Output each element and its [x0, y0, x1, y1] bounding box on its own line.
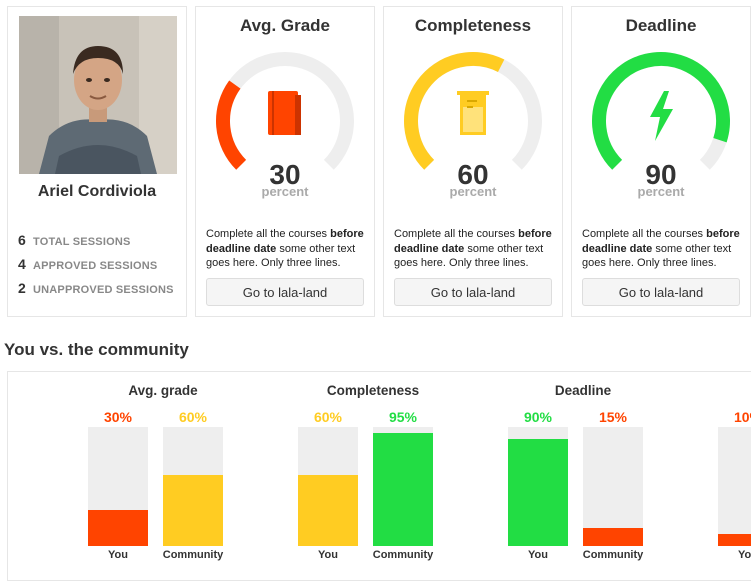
- bar-fill: [583, 528, 643, 546]
- gauge-title: Avg. Grade: [239, 16, 331, 35]
- comparison-group-title: Avg. grade: [128, 383, 198, 398]
- bar-track: [373, 427, 433, 546]
- stat-label: APPROVED SESSIONS: [33, 260, 158, 272]
- go-button[interactable]: Go to lala-land: [582, 278, 740, 306]
- gauge-ring: [404, 52, 542, 170]
- comparison-bar: 60% Community: [163, 372, 224, 580]
- bar-label: You: [318, 549, 338, 561]
- stat-count: 6: [18, 232, 26, 248]
- comparison-group: Avg. grade 30% You 60% Community: [88, 372, 238, 580]
- bar-track: [298, 427, 358, 546]
- bar-percent-label: 10%: [733, 409, 751, 425]
- gauge-value: 90: [645, 159, 677, 190]
- bar-track: [583, 427, 643, 546]
- bar-track: [508, 427, 568, 546]
- profile-card: Ariel Cordiviola 6 TOTAL SESSIONS 4 APPR…: [7, 6, 187, 317]
- gauge-ring: [216, 52, 354, 170]
- gauge-description: Complete all the courses before deadline…: [206, 227, 366, 271]
- bar-percent-label: 90%: [523, 409, 553, 425]
- bar-label: You: [738, 549, 751, 561]
- gauge-value: 30: [269, 159, 301, 190]
- desc-text: Complete all the courses: [394, 228, 519, 240]
- gauge-card-avg-grade: Avg. Grade 30 percent Complete all the c…: [195, 6, 375, 317]
- bar-fill: [88, 510, 148, 546]
- go-button[interactable]: Go to lala-land: [206, 278, 364, 306]
- desc-text: Complete all the courses: [206, 228, 331, 240]
- gauge-unit: percent: [637, 184, 685, 199]
- profile-name: Ariel Cordiviola: [37, 183, 157, 200]
- bar-fill: [163, 474, 223, 546]
- profile-photo: [19, 16, 177, 174]
- gauge-description: Complete all the courses before deadline…: [582, 227, 742, 271]
- desc-emphasis: before deadline date: [206, 228, 364, 255]
- gauge-fill: [592, 52, 730, 170]
- section-title: You vs. the community: [4, 340, 189, 359]
- gauge-title: Deadline: [625, 16, 697, 35]
- bar-label: Community: [162, 549, 224, 561]
- bar-fill: [373, 432, 433, 546]
- stat-label: TOTAL SESSIONS: [33, 236, 131, 248]
- stat-approved-sessions: 4 APPROVED SESSIONS: [18, 256, 157, 276]
- stat-count: 2: [18, 280, 26, 296]
- comparison-bar: 30% You: [88, 372, 148, 580]
- comparison-bar: 60% You: [298, 372, 358, 580]
- stat-unapproved-sessions: 2 UNAPPROVED SESSIONS: [18, 280, 174, 300]
- comparison-bar: 95% Community: [373, 372, 434, 580]
- bar-percent-label: 15%: [598, 409, 628, 425]
- comparison-group: Deadline 90% You 15% Community: [508, 372, 658, 580]
- desc-text: Complete all the courses: [582, 228, 707, 240]
- bar-percent-label: 60%: [178, 409, 208, 425]
- stat-label: UNAPPROVED SESSIONS: [33, 284, 174, 296]
- go-button[interactable]: Go to lala-land: [394, 278, 552, 306]
- stat-total-sessions: 6 TOTAL SESSIONS: [18, 232, 131, 252]
- avatar: [19, 16, 177, 174]
- bar-percent-label: 30%: [103, 409, 133, 425]
- comparison-bar: 10% You: [718, 372, 751, 580]
- desc-text: some other text goes here. Only three li…: [394, 242, 544, 270]
- lightning-icon: [650, 91, 673, 141]
- beaker-icon: [457, 91, 489, 135]
- gauge-ring: [592, 52, 730, 170]
- desc-text: some other text goes here. Only three li…: [582, 242, 732, 270]
- bar-percent-label: 60%: [313, 409, 343, 425]
- bar-fill: [298, 474, 358, 546]
- gauge-card-completeness: Completeness 60 percent Complete all the…: [383, 6, 563, 317]
- desc-emphasis: before deadline date: [394, 228, 552, 255]
- comparison-group-title: Deadline: [554, 383, 612, 398]
- gauge-title: Completeness: [414, 16, 532, 35]
- gauge-unit: percent: [449, 184, 497, 199]
- bar-fill: [718, 534, 751, 546]
- gauge-card-deadline: Deadline 90 percent Complete all the cou…: [571, 6, 751, 317]
- desc-text: some other text goes here. Only three li…: [206, 242, 356, 270]
- bar-label: You: [528, 549, 548, 561]
- gauge-fill: [404, 52, 505, 170]
- gauge-fill: [216, 80, 247, 170]
- bar-label: Community: [372, 549, 434, 561]
- gauge-unit: percent: [261, 184, 309, 199]
- bar-track: [88, 427, 148, 546]
- comparison-group-title: Completeness: [326, 383, 420, 398]
- gauge-description: Complete all the courses before deadline…: [394, 227, 554, 271]
- bar-percent-label: 95%: [388, 409, 418, 425]
- gauge-value: 60: [457, 159, 489, 190]
- bar-track: [718, 427, 751, 546]
- bar-fill: [508, 438, 568, 546]
- stat-count: 4: [18, 256, 26, 272]
- bar-track: [163, 427, 223, 546]
- comparison-bar: 15% Community: [583, 372, 644, 580]
- comparison-bar: 90% You: [508, 372, 568, 580]
- bar-label: Community: [582, 549, 644, 561]
- community-comparison-panel: Avg. grade 30% You 60% Community Completeness…: [7, 371, 751, 581]
- book-icon: [268, 91, 301, 135]
- bar-label: You: [108, 549, 128, 561]
- desc-emphasis: before deadline date: [582, 228, 740, 255]
- comparison-group: Completeness 60% You 95% Community: [298, 372, 448, 580]
